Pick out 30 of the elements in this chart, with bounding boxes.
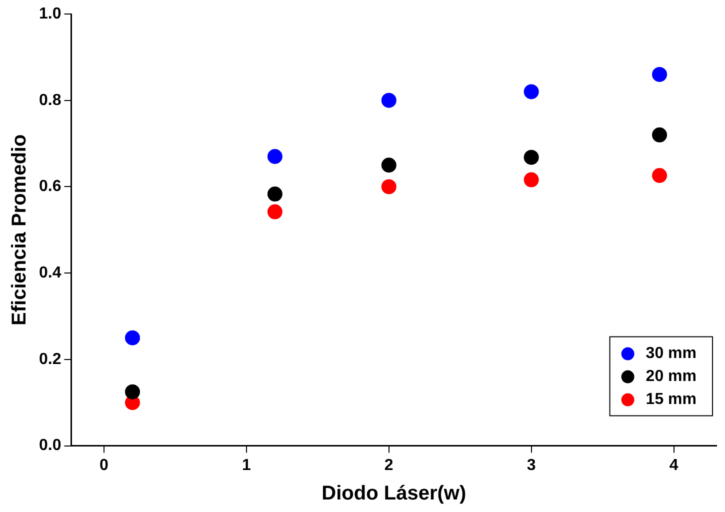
x-tick-label: 3 — [526, 456, 536, 474]
legend-label: 30 mm — [646, 345, 697, 362]
x-tick-label: 0 — [100, 456, 109, 474]
point — [652, 168, 668, 183]
legend-label: 20 mm — [646, 368, 697, 386]
point — [267, 186, 282, 202]
point — [267, 204, 282, 220]
point — [381, 179, 396, 194]
y-tick-label: 0.8 — [38, 92, 62, 109]
x-tick-label: 4 — [669, 456, 678, 474]
point — [124, 330, 140, 346]
point — [381, 92, 396, 108]
y-tick-label: 0.0 — [38, 437, 62, 454]
point — [267, 148, 282, 164]
y-tick-label: 0.2 — [38, 350, 62, 368]
y-tick-label: 0.4 — [38, 264, 62, 282]
legend-label: 15 mm — [646, 391, 697, 408]
x-tick-label: 2 — [384, 456, 394, 474]
point — [524, 84, 539, 100]
point — [524, 172, 539, 188]
x-axis-title: Diodo Láser(w) — [322, 482, 466, 505]
y-tick-label: 1.0 — [38, 5, 62, 22]
point — [524, 150, 539, 165]
point — [652, 127, 668, 142]
y-tick-label: 0.6 — [38, 178, 62, 196]
point — [124, 384, 140, 400]
x-tick-label: 1 — [242, 456, 251, 474]
point — [381, 158, 396, 173]
y-axis-title: Eficiencia Promedio — [8, 134, 31, 326]
point — [652, 66, 668, 82]
